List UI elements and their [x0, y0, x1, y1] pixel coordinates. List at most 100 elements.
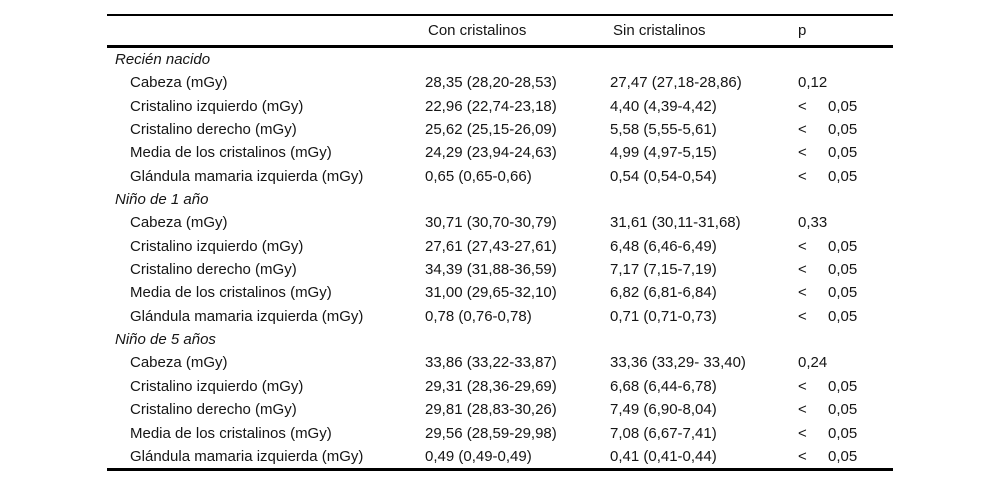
con-cristalinos-cell: 0,49 (0,49-0,49) — [425, 447, 532, 465]
table-header-rule — [107, 45, 893, 48]
table-row: Media de los cristalinos (mGy) 29,56 (28,… — [107, 422, 893, 445]
p-value: 0,05 — [828, 167, 858, 185]
section-header: Recién nacido — [115, 51, 211, 68]
con-cristalinos-cell: 0,78 (0,76-0,78) — [425, 307, 532, 325]
con-cristalinos-cell: 34,39 (31,88-36,59) — [425, 261, 557, 279]
row-label: Cristalino izquierdo (mGy) — [130, 97, 304, 115]
table-row: Cabeza (mGy) 28,35 (28,20-28,53) 27,47 (27… — [107, 71, 893, 94]
con-cristalinos-cell: 28,35 (28,20-28,53) — [425, 74, 557, 92]
con-cristalinos-cell: 24,29 (23,94-24,63) — [425, 144, 557, 162]
table-row: Media de los cristalinos (mGy) 24,29 (23,… — [107, 141, 893, 164]
dose-comparison-table: Con cristalinos Sin cristalinos p Recién… — [107, 0, 893, 484]
p-cell: <0,05 — [795, 445, 893, 468]
row-label: Glándula mamaria izquierda (mGy) — [130, 307, 364, 325]
table-top-rule — [107, 14, 893, 16]
p-cell: <0,05 — [795, 118, 893, 141]
section-header: Niño de 5 años — [115, 331, 216, 349]
sin-cristalinos-cell: 7,49 (6,90-8,04) — [610, 401, 717, 419]
column-header-sin-cristalinos: Sin cristalinos — [613, 22, 706, 39]
column-header-con-cristalinos: Con cristalinos — [428, 22, 527, 39]
sin-cristalinos-cell: 7,17 (7,15-7,19) — [610, 261, 717, 279]
p-sign: < — [798, 261, 807, 279]
con-cristalinos-cell: 27,61 (27,43-27,61) — [425, 237, 557, 255]
p-value: 0,12 — [798, 74, 828, 92]
sin-cristalinos-cell: 27,47 (27,18-28,86) — [610, 74, 742, 92]
p-value: 0,05 — [828, 144, 858, 162]
sin-cristalinos-cell: 0,71 (0,71-0,73) — [610, 307, 717, 325]
con-cristalinos-cell: 29,31 (28,36-29,69) — [425, 377, 557, 395]
row-label: Cristalino derecho (mGy) — [130, 261, 297, 279]
con-cristalinos-cell: 29,56 (28,59-29,98) — [425, 424, 557, 442]
table-header-row: Con cristalinos Sin cristalinos p — [107, 16, 893, 45]
p-value: 0,33 — [798, 214, 828, 232]
table-row: Cristalino izquierdo (mGy) 29,31 (28,36-2… — [107, 375, 893, 398]
row-label: Cristalino izquierdo (mGy) — [130, 377, 304, 395]
con-cristalinos-cell: 31,00 (29,65-32,10) — [425, 284, 557, 302]
con-cristalinos-cell: 25,62 (25,15-26,09) — [425, 121, 557, 139]
p-value: 0,05 — [828, 261, 858, 279]
p-cell: <0,05 — [795, 281, 893, 304]
sin-cristalinos-cell: 6,82 (6,81-6,84) — [610, 284, 717, 302]
row-label: Cristalino derecho (mGy) — [130, 121, 297, 139]
row-label: Cristalino izquierdo (mGy) — [130, 237, 304, 255]
column-header-p: p — [798, 22, 807, 39]
sin-cristalinos-cell: 6,48 (6,46-6,49) — [610, 237, 717, 255]
p-cell: <0,05 — [795, 95, 893, 118]
sin-cristalinos-cell: 7,08 (6,67-7,41) — [610, 424, 717, 442]
sin-cristalinos-cell: 5,58 (5,55-5,61) — [610, 121, 717, 139]
p-cell: 0,24 — [795, 351, 893, 374]
row-label: Cabeza (mGy) — [130, 74, 228, 92]
table-row: Glándula mamaria izquierda (mGy) 0,65 (0,… — [107, 165, 893, 188]
p-sign: < — [798, 237, 807, 255]
sin-cristalinos-cell: 33,36 (33,29- 33,40) — [610, 354, 746, 372]
row-label: Cabeza (mGy) — [130, 354, 228, 372]
table-row: Cabeza (mGy) 33,86 (33,22-33,87) 33,36 (33… — [107, 351, 893, 374]
p-value: 0,05 — [828, 121, 858, 139]
p-value: 0,05 — [828, 424, 858, 442]
sin-cristalinos-cell: 6,68 (6,44-6,78) — [610, 377, 717, 395]
p-value: 0,24 — [798, 354, 828, 372]
p-sign: < — [798, 307, 807, 325]
p-sign: < — [798, 377, 807, 395]
p-value: 0,05 — [828, 237, 858, 255]
p-sign: < — [798, 144, 807, 162]
con-cristalinos-cell: 29,81 (28,83-30,26) — [425, 401, 557, 419]
p-cell: <0,05 — [795, 165, 893, 188]
row-label: Cristalino derecho (mGy) — [130, 401, 297, 419]
row-label: Cabeza (mGy) — [130, 214, 228, 232]
table-row: Cristalino derecho (mGy) 25,62 (25,15-26,… — [107, 118, 893, 141]
p-cell: <0,05 — [795, 375, 893, 398]
p-cell: <0,05 — [795, 398, 893, 421]
table-row: Cabeza (mGy) 30,71 (30,70-30,79) 31,61 (30… — [107, 211, 893, 234]
table-row: Media de los cristalinos (mGy) 31,00 (29,… — [107, 281, 893, 304]
p-value: 0,05 — [828, 97, 858, 115]
sin-cristalinos-cell: 0,41 (0,41-0,44) — [610, 447, 717, 465]
table-row: Cristalino derecho (mGy) 29,81 (28,83-30,… — [107, 398, 893, 421]
table-row: Cristalino derecho (mGy) 34,39 (31,88-36,… — [107, 258, 893, 281]
table-row: Cristalino izquierdo (mGy) 22,96 (22,74-2… — [107, 95, 893, 118]
p-value: 0,05 — [828, 307, 858, 325]
p-cell: <0,05 — [795, 305, 893, 328]
column-header-empty — [107, 16, 425, 45]
section-header: Niño de 1 año — [115, 191, 209, 209]
p-sign: < — [798, 284, 807, 302]
table-bottom-rule — [107, 468, 893, 471]
p-cell: <0,05 — [795, 258, 893, 281]
row-label: Media de los cristalinos (mGy) — [130, 144, 332, 162]
p-sign: < — [798, 447, 807, 465]
table-row: Glándula mamaria izquierda (mGy) 0,49 (0,… — [107, 445, 893, 468]
p-sign: < — [798, 167, 807, 185]
p-sign: < — [798, 424, 807, 442]
p-cell: <0,05 — [795, 422, 893, 445]
sin-cristalinos-cell: 0,54 (0,54-0,54) — [610, 167, 717, 185]
con-cristalinos-cell: 0,65 (0,65-0,66) — [425, 167, 532, 185]
p-value: 0,05 — [828, 284, 858, 302]
con-cristalinos-cell: 22,96 (22,74-23,18) — [425, 97, 557, 115]
p-cell: <0,05 — [795, 141, 893, 164]
sin-cristalinos-cell: 4,99 (4,97-5,15) — [610, 144, 717, 162]
p-cell: 0,33 — [795, 211, 893, 234]
table-row: Cristalino izquierdo (mGy) 27,61 (27,43-2… — [107, 235, 893, 258]
row-label: Glándula mamaria izquierda (mGy) — [130, 447, 364, 465]
con-cristalinos-cell: 30,71 (30,70-30,79) — [425, 214, 557, 232]
